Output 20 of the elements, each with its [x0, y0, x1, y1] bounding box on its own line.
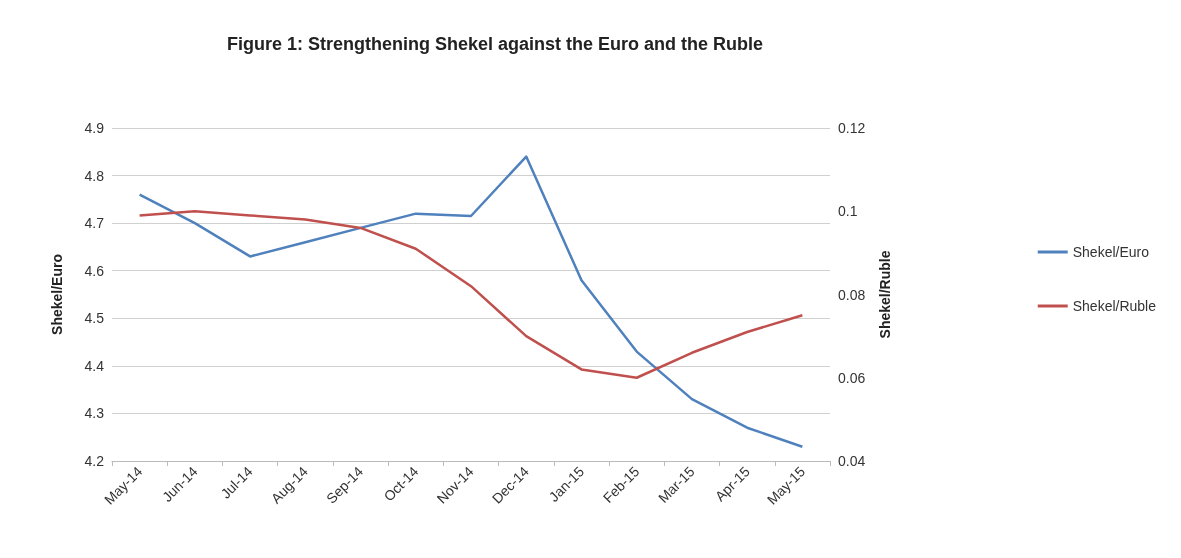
y2-tick-label: 0.1: [838, 203, 858, 220]
line-series: [138, 210, 804, 379]
y2-tick-label: 0.08: [838, 286, 866, 303]
y-tick-label: 4.8: [84, 167, 105, 184]
y-tick-label: 4.4: [84, 357, 105, 374]
y2-tick-label: 0.06: [838, 369, 866, 386]
y2-axis-title: Shekel/Ruble: [877, 250, 893, 339]
chart-title: Figure 1: Strengthening Shekel against the Euro and the Ruble: [226, 34, 764, 54]
y-tick-label: 4.7: [84, 215, 105, 232]
legend-label: Shekel/Ruble: [1072, 298, 1157, 314]
y-tick-label: 4.2: [84, 453, 105, 469]
y-axis-title: Shekel/Euro: [49, 254, 65, 335]
line-series: [138, 155, 804, 448]
y2-tick-label: 0.12: [838, 120, 866, 136]
y-tick-label: 4.6: [84, 262, 105, 279]
y-tick-label: 4.9: [84, 120, 105, 136]
y2-tick-label: 0.04: [838, 453, 866, 469]
y-tick-label: 4.5: [84, 310, 105, 327]
y-tick-label: 4.3: [84, 405, 105, 422]
legend-label: Shekel/Euro: [1072, 244, 1150, 260]
